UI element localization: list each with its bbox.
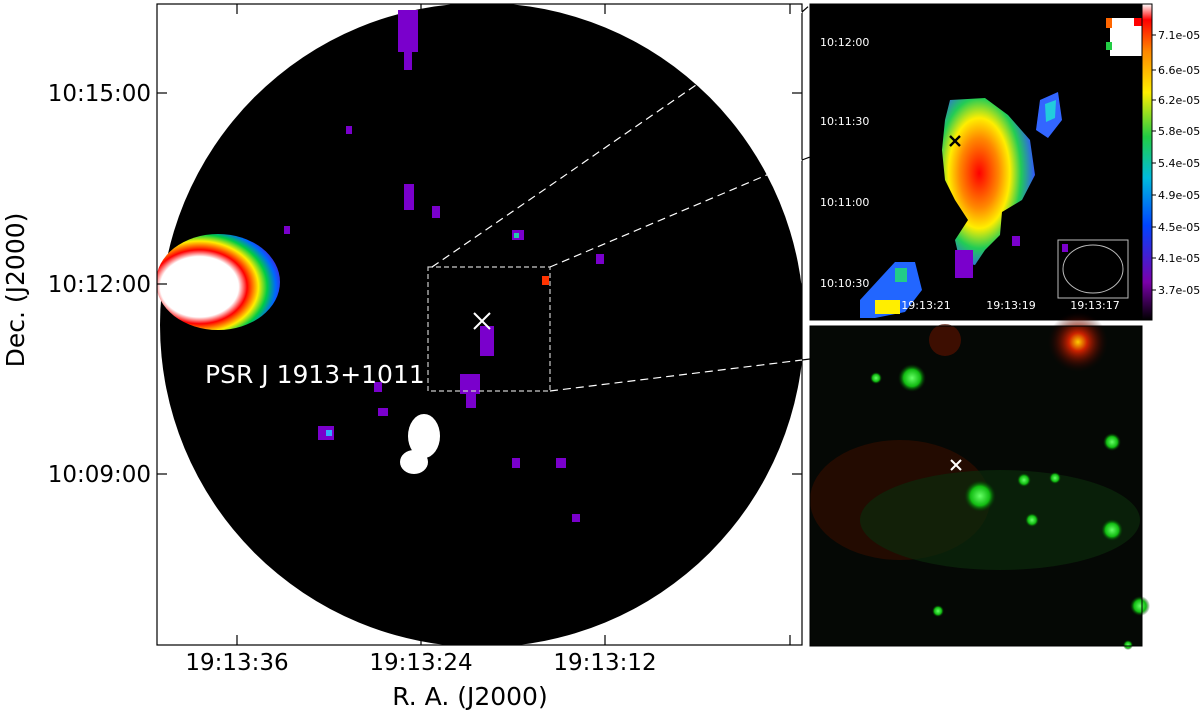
compact-hotspot-cyan <box>514 233 519 238</box>
compact-hotspot-red <box>542 276 549 285</box>
pulsar-label: PSR J 1913+1011 <box>205 360 425 389</box>
colorbar-tick-1: 7.1e-05 <box>1158 29 1200 42</box>
y-tick-label-2: 10:12:00 <box>48 272 151 298</box>
beam-ellipse <box>1062 244 1124 294</box>
colorbar-tick-8: 4.1e-05 <box>1158 252 1200 265</box>
bright-extended-source <box>157 234 280 330</box>
colorbar-tick-3: 6.2e-05 <box>1158 94 1200 107</box>
zoom-connector-lines <box>431 11 803 392</box>
inset-dec-tick-4: 10:10:30 <box>820 277 869 290</box>
main-axis-ticks <box>157 4 802 645</box>
diffuse-green-band <box>860 470 1140 570</box>
zoom-connector-lines-outer <box>801 4 811 361</box>
main-panel-frame <box>156 3 803 646</box>
inset-ra-tick-3: 19:13:17 <box>1070 299 1119 312</box>
colorbar-tick-9: 3.7e-05 <box>1158 284 1200 297</box>
radio-map-disk <box>160 4 802 645</box>
inset-dec-tick-2: 10:11:30 <box>820 115 869 128</box>
pulsar-position-marker <box>473 312 491 330</box>
red-bright-star <box>1048 312 1108 372</box>
x-axis-label: R. A. (J2000) <box>392 682 547 711</box>
faint-emission-speckles <box>284 10 604 522</box>
colorbar-tick-2: 6.6e-05 <box>1158 64 1200 77</box>
x-tick-label-3: 19:13:12 <box>553 650 656 676</box>
compact-hotspot-blue <box>326 430 332 436</box>
colorbar-tick-6: 4.9e-05 <box>1158 189 1200 202</box>
x-tick-label-2: 19:13:24 <box>369 650 472 676</box>
bright-compact-source-tail <box>400 450 428 474</box>
inset-dec-tick-1: 10:12:00 <box>820 36 869 49</box>
colorbar-gradient <box>1141 3 1153 321</box>
y-axis-label: Dec. (J2000) <box>1 213 30 368</box>
main-panel: PSR J 1913+1011 19:13:36 19:13:24 19:13:… <box>1 3 803 711</box>
pulsar-composite-marker <box>950 459 962 471</box>
colorbar: 7.1e-05 6.6e-05 6.2e-05 5.8e-05 5.4e-05 … <box>1141 3 1200 321</box>
bright-compact-source <box>408 414 440 458</box>
inset-dec-tick-3: 10:11:00 <box>820 196 869 209</box>
beam-box <box>1057 239 1129 299</box>
colorbar-tick-5: 5.4e-05 <box>1158 157 1200 170</box>
colorbar-tick-4: 5.8e-05 <box>1158 125 1200 138</box>
colorbar-tick-7: 4.5e-05 <box>1158 221 1200 234</box>
x-tick-label-1: 19:13:36 <box>185 650 288 676</box>
red-faint-star <box>929 324 961 356</box>
green-stars <box>870 364 1150 650</box>
zoom-region-box <box>427 266 551 392</box>
inset-ra-tick-1: 19:13:21 <box>901 299 950 312</box>
pulsar-zoom-marker <box>949 135 961 147</box>
radio-zoom-inset: 10:12:00 10:11:30 10:11:00 10:10:30 19:1… <box>809 3 1143 321</box>
y-tick-label-3: 10:09:00 <box>48 462 151 488</box>
radio-emission-region <box>860 18 1142 318</box>
y-tick-label-1: 10:15:00 <box>48 81 151 107</box>
inset-ra-tick-2: 19:13:19 <box>986 299 1035 312</box>
composite-image-inset <box>809 312 1150 650</box>
